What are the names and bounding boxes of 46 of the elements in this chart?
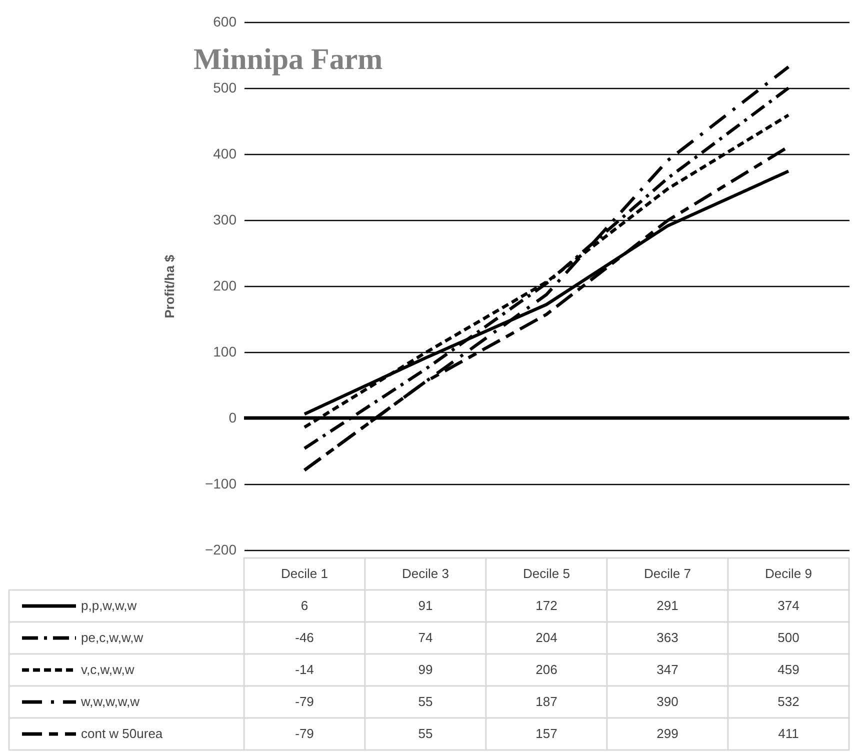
legend-label: v,c,w,w,w xyxy=(81,662,135,677)
y-tick-label: 500 xyxy=(213,80,237,96)
text: Minnipa Farm xyxy=(193,43,383,76)
y-tick-label: 200 xyxy=(213,278,237,294)
x-tick-label: Decile 7 xyxy=(644,566,691,581)
data-label: 347 xyxy=(656,662,678,677)
data-label: 91 xyxy=(418,598,433,613)
y-tick-label: −100 xyxy=(204,476,237,492)
data-label: 363 xyxy=(656,630,678,645)
data-label: 99 xyxy=(418,662,433,677)
data-label: 500 xyxy=(778,630,800,645)
data-label: 74 xyxy=(418,630,433,645)
y-tick-label: 400 xyxy=(213,146,237,162)
data-label: -46 xyxy=(295,630,314,645)
data-label: 204 xyxy=(536,630,558,645)
data-label: 374 xyxy=(778,598,800,613)
x-tick-label: Decile 1 xyxy=(281,566,328,581)
data-label: -14 xyxy=(295,662,314,677)
data-label: -79 xyxy=(295,726,314,741)
y-tick-label: 600 xyxy=(213,14,237,30)
data-label: 6 xyxy=(300,598,308,613)
y-tick-label: −200 xyxy=(204,542,237,558)
y-tick-label: 0 xyxy=(228,410,237,426)
x-tick-label: Decile 5 xyxy=(523,566,570,581)
x-tick-label: Decile 3 xyxy=(402,566,449,581)
data-label: 55 xyxy=(418,694,433,709)
data-label: 299 xyxy=(656,726,678,741)
legend-label: pe,c,w,w,w xyxy=(81,630,144,645)
data-label: 55 xyxy=(418,726,433,741)
legend-label: cont w 50urea xyxy=(81,726,164,741)
legend-label: p,p,w,w,w xyxy=(81,598,138,613)
data-label: 172 xyxy=(536,598,558,613)
data-label: 411 xyxy=(778,726,799,741)
data-label: 206 xyxy=(536,662,558,677)
data-label: -79 xyxy=(295,694,314,709)
x-tick-label: Decile 9 xyxy=(765,566,812,581)
data-label: 532 xyxy=(778,694,800,709)
data-label: 291 xyxy=(656,598,678,613)
data-label: 157 xyxy=(536,726,558,741)
y-tick-label: 100 xyxy=(213,344,237,360)
data-label: 187 xyxy=(536,694,558,709)
y-tick-label: 300 xyxy=(213,212,237,228)
data-label: 459 xyxy=(778,662,800,677)
legend-label: w,w,w,w,w xyxy=(80,694,140,709)
data-label: 390 xyxy=(656,694,678,709)
y-axis-title: Profit/ha $ xyxy=(162,254,177,318)
